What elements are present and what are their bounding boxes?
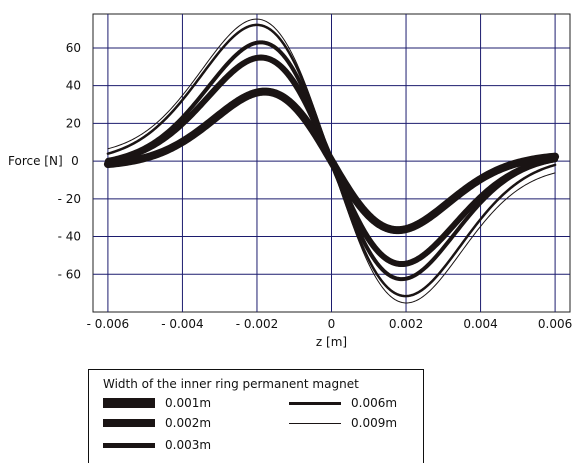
- legend-label-4: 0.009m: [351, 416, 398, 430]
- legend-entry-2: 0.003m: [103, 436, 211, 454]
- y-tick-label: 20: [66, 116, 81, 130]
- x-tick-label: - 0.002: [236, 317, 279, 331]
- legend-label-2: 0.003m: [165, 438, 212, 452]
- y-tick-label: - 40: [58, 230, 81, 244]
- x-tick-label: 0.004: [463, 317, 497, 331]
- legend: Width of the inner ring permanent magnet…: [88, 369, 424, 463]
- legend-label-1: 0.002m: [165, 416, 212, 430]
- x-tick-label: - 0.006: [87, 317, 130, 331]
- legend-entry-3: 0.006m: [289, 394, 397, 412]
- y-tick-label: - 20: [58, 192, 81, 206]
- legend-entry-1: 0.002m: [103, 414, 211, 432]
- x-tick-label: 0: [328, 317, 336, 331]
- y-axis-title: Force [N]: [8, 154, 63, 168]
- y-tick-label: - 60: [58, 267, 81, 281]
- legend-swatch-3: [289, 401, 341, 405]
- legend-swatch-1: [103, 419, 155, 427]
- y-tick-label: 0: [71, 154, 79, 168]
- legend-label-0: 0.001m: [165, 396, 212, 410]
- x-axis-title: z [m]: [316, 335, 347, 349]
- legend-swatch-0: [103, 398, 155, 408]
- x-tick-label: 0.002: [389, 317, 423, 331]
- series-line: [103, 87, 560, 235]
- legend-title: Width of the inner ring permanent magnet: [103, 377, 359, 391]
- legend-label-3: 0.006m: [351, 396, 398, 410]
- chart-svg: - 0.006 - 0.004 - 0.002 0 0.002 0.004 0.006 60 4…: [8, 13, 572, 349]
- x-tick-label: - 0.004: [161, 317, 204, 331]
- y-tick-label: 60: [66, 41, 81, 55]
- force-chart: - 0.006 - 0.004 - 0.002 0 0.002 0.004 0.006 60 4…: [8, 13, 572, 349]
- legend-entry-4: 0.009m: [289, 414, 397, 432]
- legend-entry-0: 0.001m: [103, 394, 211, 412]
- x-tick-label: 0.006: [538, 317, 572, 331]
- y-tick-label: 40: [66, 79, 81, 93]
- legend-swatch-4: [289, 422, 341, 424]
- legend-swatch-2: [103, 442, 155, 448]
